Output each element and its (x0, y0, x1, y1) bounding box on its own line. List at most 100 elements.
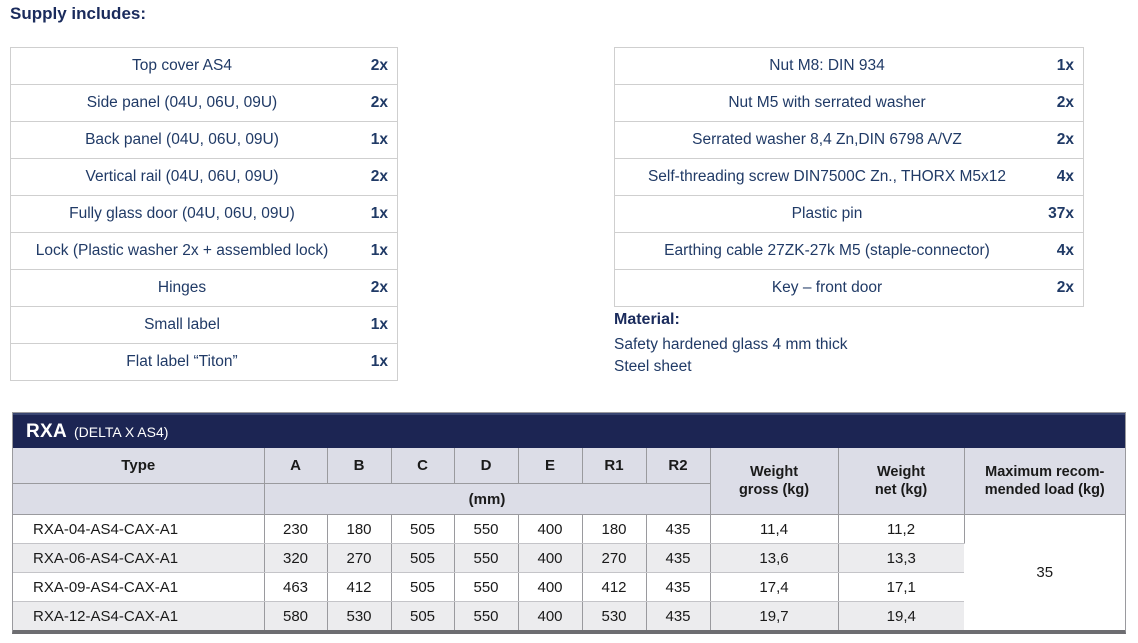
spec-type-cell: RXA-04-AS4-CAX-A1 (13, 514, 265, 544)
col-header-d: D (454, 448, 519, 484)
spec-dim-cell: 400 (518, 543, 583, 573)
spec-dim-cell: 435 (646, 543, 711, 573)
spec-type-cell: RXA-09-AS4-CAX-A1 (13, 572, 265, 602)
supply-item-qty: 1x (349, 232, 398, 270)
spec-dim-cell: 400 (518, 572, 583, 602)
supply-item-label: Top cover AS4 (132, 57, 232, 74)
spec-dim-cell: 550 (454, 543, 519, 573)
supply-item-label: Nut M8: DIN 934 (769, 57, 885, 74)
supply-item-label: Flat label “Titon” (10, 343, 349, 381)
spec-header-row-2: (mm) (13, 483, 1125, 515)
spec-dim-cell: 400 (518, 514, 583, 544)
supply-item-qty: 2x (1035, 269, 1084, 307)
supply-item-qty: 2x (349, 269, 398, 307)
supply-item-qty: 1x (349, 343, 398, 381)
spec-dim-cell: 550 (454, 514, 519, 544)
spec-dim-cell: 180 (582, 514, 647, 544)
supply-item-qty: 2x (370, 57, 388, 74)
spec-dim-cell: 505 (391, 572, 455, 602)
supply-row: Self-threading screw DIN7500C Zn., THORX… (614, 158, 1084, 196)
spec-max-load-cell: 35 (964, 514, 1125, 630)
supply-item-label: Fully glass door (04U, 06U, 09U) (10, 195, 349, 233)
material-line-glass: Safety hardened glass 4 mm thick (614, 336, 848, 353)
supply-item-qty: 1x (349, 121, 398, 159)
spec-dim-cell: 505 (391, 514, 455, 544)
supply-item-qty: 2x (349, 158, 398, 196)
spec-dim-cell: 550 (454, 572, 519, 602)
spec-dim-cell: 230 (264, 514, 328, 544)
supply-row: Earthing cable 27ZK-27k M5 (staple-conne… (614, 232, 1084, 270)
supply-item-qty: 1x (349, 306, 398, 344)
spec-row: RXA-09-AS4-CAX-A1 463 412 505 550 400 412 435 17… (13, 572, 1125, 602)
weight-gross-line1: Weight (749, 464, 799, 480)
type-empty-cell (13, 483, 265, 515)
supply-item-label: Hinges (10, 269, 349, 307)
spec-table: Type A B C D E R1 R2 Weight gross (kg) W… (13, 448, 1125, 630)
supply-row: Top cover AS4 2x (11, 48, 398, 85)
spec-weight-gross-cell: 13,6 (710, 543, 839, 573)
supply-item-label: Back panel (04U, 06U, 09U) (10, 121, 349, 159)
spec-title-bar: RXA (DELTA X AS4) (13, 413, 1125, 448)
supply-item-qty: 2x (1035, 84, 1084, 122)
supply-row: Small label 1x (10, 306, 398, 344)
spec-title: RXA (26, 420, 68, 442)
supply-row: Serrated washer 8,4 Zn,DIN 6798 A/VZ 2x (614, 121, 1084, 159)
spec-dim-cell: 435 (646, 514, 711, 544)
spec-dim-cell: 505 (391, 601, 455, 630)
spec-type-cell: RXA-12-AS4-CAX-A1 (13, 601, 265, 630)
material-section: Material: Safety hardened glass 4 mm thi… (614, 311, 847, 378)
supply-item-qty: 4x (1035, 158, 1084, 196)
supply-row: Fully glass door (04U, 06U, 09U) 1x (10, 195, 398, 233)
spec-row: RXA-12-AS4-CAX-A1 580 530 505 550 400 530 435 19… (13, 601, 1125, 630)
spec-dim-cell: 270 (582, 543, 647, 573)
spec-weight-gross-cell: 11,4 (710, 514, 839, 544)
supply-item-label: Vertical rail (04U, 06U, 09U) (10, 158, 349, 196)
col-header-c: C (391, 448, 455, 484)
supply-includes-heading: Supply includes: (10, 4, 147, 23)
spec-subtitle: (DELTA X AS4) (74, 423, 169, 440)
spec-dim-cell: 320 (264, 543, 328, 573)
col-header-weight-gross: Weight gross (kg) (710, 448, 839, 515)
spec-row: RXA-06-AS4-CAX-A1 320 270 505 550 400 270 435 13… (13, 543, 1125, 573)
supply-row: Hinges 2x (10, 269, 398, 307)
supply-item-label: Serrated washer 8,4 Zn,DIN 6798 A/VZ (614, 121, 1035, 159)
spec-weight-gross-cell: 19,7 (710, 601, 839, 630)
spec-dim-cell: 580 (264, 601, 328, 630)
spec-dim-cell: 412 (582, 572, 647, 602)
spec-dim-cell: 530 (582, 601, 647, 630)
weight-net-line2: net (kg) (874, 482, 928, 498)
supply-row: Key – front door 2x (614, 269, 1084, 307)
supply-item-label: Nut M5 with serrated washer (614, 84, 1035, 122)
spec-weight-net-cell: 13,3 (838, 543, 964, 573)
material-line-steel: Steel sheet (614, 358, 692, 375)
spec-weight-gross-cell: 17,4 (710, 572, 839, 602)
spec-dim-cell: 435 (646, 601, 711, 630)
supply-item-label: Key – front door (614, 269, 1035, 307)
supply-item-label: Lock (Plastic washer 2x + assembled lock… (10, 232, 349, 270)
supply-row: Side panel (04U, 06U, 09U) 2x (10, 84, 398, 122)
max-load-line2: mended load (kg) (984, 482, 1105, 498)
supply-item-label: Self-threading screw DIN7500C Zn., THORX… (614, 158, 1035, 196)
weight-net-line1: Weight (876, 464, 926, 480)
material-heading: Material: (614, 311, 680, 328)
spec-dim-cell: 270 (327, 543, 392, 573)
spec-weight-net-cell: 11,2 (838, 514, 965, 544)
col-header-max-load: Maximum recom- mended load (kg) (964, 448, 1125, 515)
supply-row: Nut M8: DIN 934 1x (615, 48, 1084, 85)
spec-header-row-1: Type A B C D E R1 R2 Weight gross (kg) W… (13, 448, 1125, 515)
col-header-a: A (264, 448, 328, 484)
supply-item-qty: 4x (1035, 232, 1084, 270)
spec-dim-cell: 550 (454, 601, 519, 630)
supply-row: Flat label “Titon” 1x (10, 343, 398, 381)
col-header-type: Type (13, 448, 265, 484)
col-header-r2: R2 (646, 448, 711, 484)
supply-item-label: Side panel (04U, 06U, 09U) (10, 84, 349, 122)
spec-row: RXA-04-AS4-CAX-A1 230 180 505 550 400 180 435 11… (13, 514, 1125, 630)
supply-table-right: Nut M8: DIN 934 1x Nut M5 with serrated wa… (614, 47, 1084, 307)
supply-item-label: Plastic pin (614, 195, 1035, 233)
spec-dim-cell: 400 (518, 601, 583, 630)
spec-dim-cell: 435 (646, 572, 711, 602)
col-header-b: B (327, 448, 392, 484)
spec-type-cell: RXA-06-AS4-CAX-A1 (13, 543, 265, 573)
spec-weight-net-cell: 17,1 (838, 572, 964, 602)
